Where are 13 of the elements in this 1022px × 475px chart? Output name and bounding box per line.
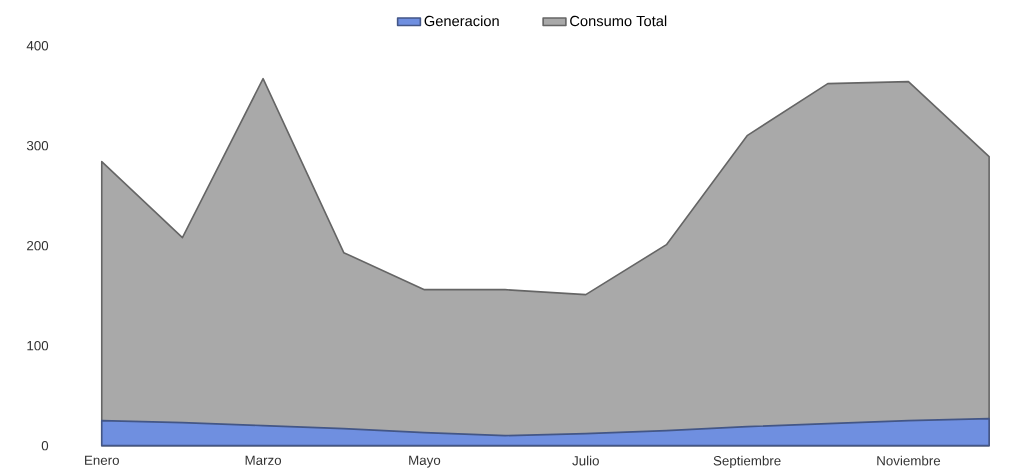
y-tick-label: 400 <box>26 40 49 51</box>
x-tick-label: Enero <box>85 455 119 465</box>
y-tick-label: 0 <box>41 440 49 451</box>
x-tick-label: Julio <box>572 455 599 466</box>
x-tick-label: Mayo <box>409 455 441 468</box>
y-tick-label: 100 <box>27 340 49 351</box>
legend-label: Consumo Total <box>570 15 667 27</box>
x-tick-label: Noviembre <box>877 455 941 466</box>
legend-label: Generacion <box>424 15 499 27</box>
x-tick-label: Marzo <box>245 455 282 465</box>
y-tick-label: 200 <box>27 240 49 251</box>
x-tick-label: Septiembre <box>713 455 781 469</box>
y-tick-label: 300 <box>26 140 49 151</box>
